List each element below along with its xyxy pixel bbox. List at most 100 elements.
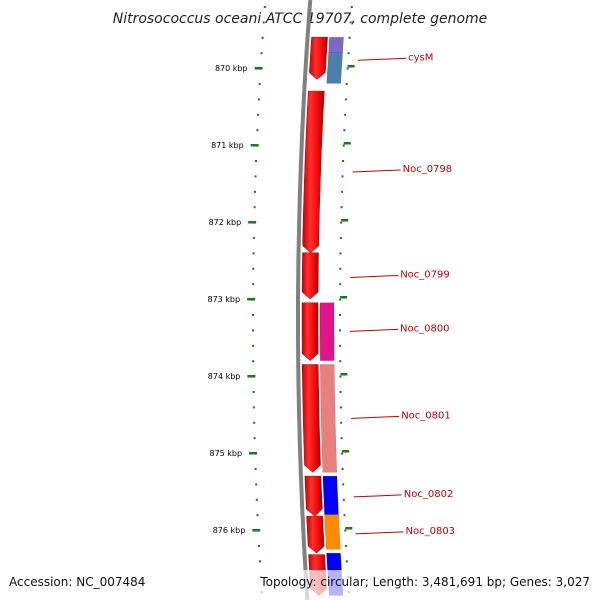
scale-dot-right [343,129,346,132]
reverse-gene-block [326,52,343,84]
scale-dot-right [339,298,342,301]
scale-dot-right [350,6,353,8]
gene-label: Noc_0801 [401,410,451,421]
scale-dot-left [257,98,260,101]
scale-dot-left [254,468,257,470]
gene-label-leader [352,169,401,173]
tick-label: 876 kbp [213,526,246,535]
scale-dot-right [339,375,342,378]
reverse-gene-block [324,514,341,550]
scale-dot-right [341,175,344,178]
tick-label: 870 kbp [215,64,248,73]
tick-mark-right [341,219,349,222]
scale-dot-left [252,314,254,316]
scale-dot-right [339,314,341,316]
gene-label-leader [349,328,399,332]
scale-dot-right [340,437,343,440]
scale-dot-right [341,452,344,455]
scale-dot-left [252,360,255,363]
scale-dot-left [255,483,258,486]
forward-gene-arrow [304,475,323,517]
gene-labels: cysM Noc_0798 Noc_0799 Noc_0800 Noc_0801 Noc_… [349,52,456,537]
scale-dot-right [345,545,348,547]
scale-dot-left [256,514,259,517]
scale-dot-right [339,344,342,347]
tick-mark-right [347,65,355,68]
tick-mark-right [345,527,353,530]
footer-background [0,570,600,600]
scale-dot-left [252,406,255,409]
reverse-strand-genes [319,36,344,596]
scale-dot-right [339,283,342,286]
gene-label-leader [355,531,404,535]
tick-mark [252,529,261,532]
accession-text: Accession: NC_007484 [9,575,145,589]
scale-dot-left [252,237,255,239]
scale-dot-right [347,52,350,55]
tick-mark [249,452,258,455]
gene-label: Noc_0800 [400,323,450,334]
scale-dot-left [260,52,263,55]
scale-dot-left [253,437,256,440]
scale-dot-left [255,160,258,162]
gene-label-leader [353,494,402,498]
tick-label: 875 kbp [209,449,242,458]
scale-dot-left [252,391,255,393]
scale-dot-right [340,206,343,209]
scale-dot-left [254,190,256,193]
map-title: Nitrosococcus oceani ATCC 19707, complet… [113,11,488,27]
scale-dot-left [258,560,261,563]
reverse-gene-block [319,364,338,473]
gene-label: Noc_0802 [404,489,454,500]
tick-marks: 870 kbp 871 kbp 872 kbp 873 kbp 874 kbp 875 k… [207,64,355,535]
scale-dot-left [252,329,254,332]
tick-mark-right [343,142,351,145]
forward-gene-arrow [301,302,319,361]
scale-dot-right [341,190,343,193]
forward-gene-arrow [302,90,325,254]
forward-gene-arrow [309,36,328,80]
scale-dot-left [252,283,255,286]
gene-label-leader [350,274,399,278]
scale-dot-left [256,129,259,132]
gene-label: Noc_0803 [406,526,456,537]
scale-dot-left [258,545,261,547]
scale-dot-right [339,391,342,393]
reverse-gene-block [322,475,339,515]
scale-dot-left [253,421,256,424]
scale-dot-left [255,498,258,501]
scale-dot-right [339,252,342,255]
forward-gene-arrow [301,252,319,300]
tick-mark-right [340,296,348,299]
scale-dot-right [345,83,348,85]
gene-label: Noc_0799 [400,269,450,280]
scale-dot-left [258,83,261,85]
gene-label-leader [351,415,400,419]
scale-dot-right [340,421,343,424]
scale-dot-left [253,206,256,209]
tick-mark [254,67,263,70]
scale-dot-right [339,237,342,239]
scale-dot-right [343,514,346,517]
scale-dot-left [261,36,264,39]
scale-dot-left [252,344,255,347]
scale-dot-right [339,406,342,409]
scale-dot-right [344,529,347,532]
scale-dot-right [339,267,342,270]
scale-dot-left [257,113,260,116]
scale-dot-left [254,175,257,178]
scale-dot-right [349,21,352,24]
scale-dot-right [344,98,347,101]
scale-dot-right [342,498,345,501]
tick-label: 871 kbp [211,141,244,150]
tick-mark [250,144,259,147]
scale-dot-right [339,329,341,332]
scale-dot-right [342,483,345,486]
scale-dot-left [262,21,265,24]
reverse-gene-block [319,302,335,361]
scale-dot-right [348,36,351,39]
tick-mark-right [340,373,348,376]
scale-dot-right [341,468,344,470]
